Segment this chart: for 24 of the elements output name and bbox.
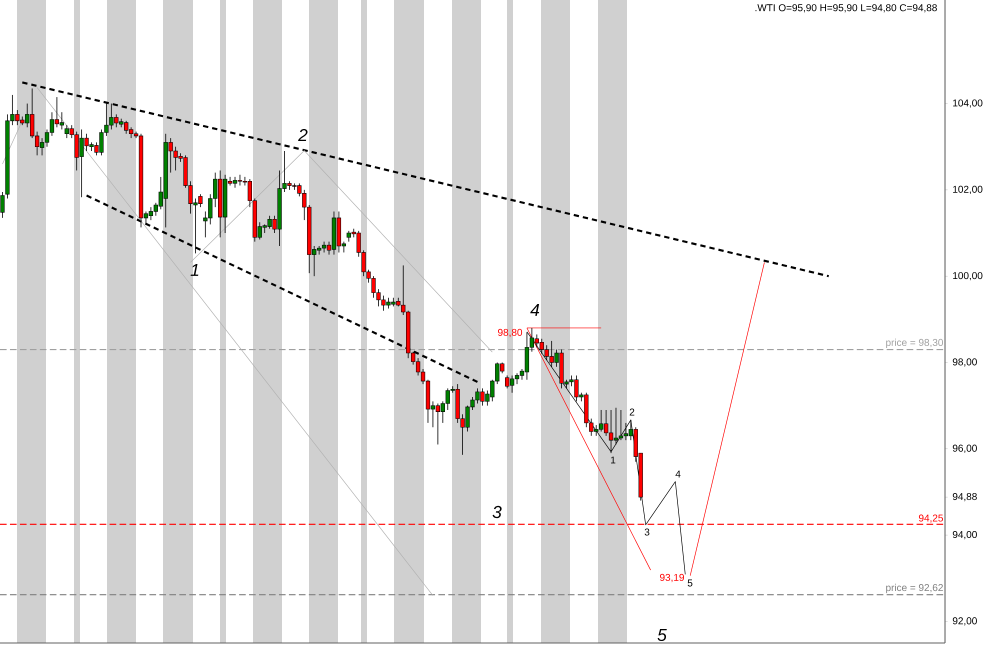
annotation: 3 [492, 506, 502, 518]
annotation: 4 [530, 304, 540, 316]
y-tick-label: 104,00 [953, 99, 982, 108]
annotation: 98,80 [498, 328, 522, 338]
annotation: 2 [298, 128, 308, 142]
y-tick-label: 94,88 [952, 493, 977, 502]
ref-line-label: price = 98,30 [886, 338, 944, 348]
annotation: 1 [611, 456, 616, 464]
annotation: 2 [630, 408, 634, 416]
y-tick-label: 94,00 [952, 530, 977, 540]
y-tick-label: 92,00 [952, 617, 977, 626]
y-tick-label: 98,00 [952, 358, 977, 367]
ref-line-label: 94,25 [918, 514, 943, 523]
chart-title: .WTI O=95,90 H=95,90 L=94,80 C=94,88 [756, 4, 937, 12]
ref-line-label: price = 92,62 [886, 584, 943, 594]
annotation: 3 [644, 528, 650, 536]
annotation: 1 [190, 264, 198, 276]
y-tick-label: 102,00 [953, 186, 982, 194]
annotation: 93,19 [660, 574, 684, 582]
annotation: 4 [676, 470, 681, 478]
annotation: 5 [688, 580, 692, 586]
y-tick-label: 96,00 [952, 444, 977, 453]
y-tick-label: 100,00 [953, 272, 982, 280]
annotation: 5 [658, 629, 667, 642]
